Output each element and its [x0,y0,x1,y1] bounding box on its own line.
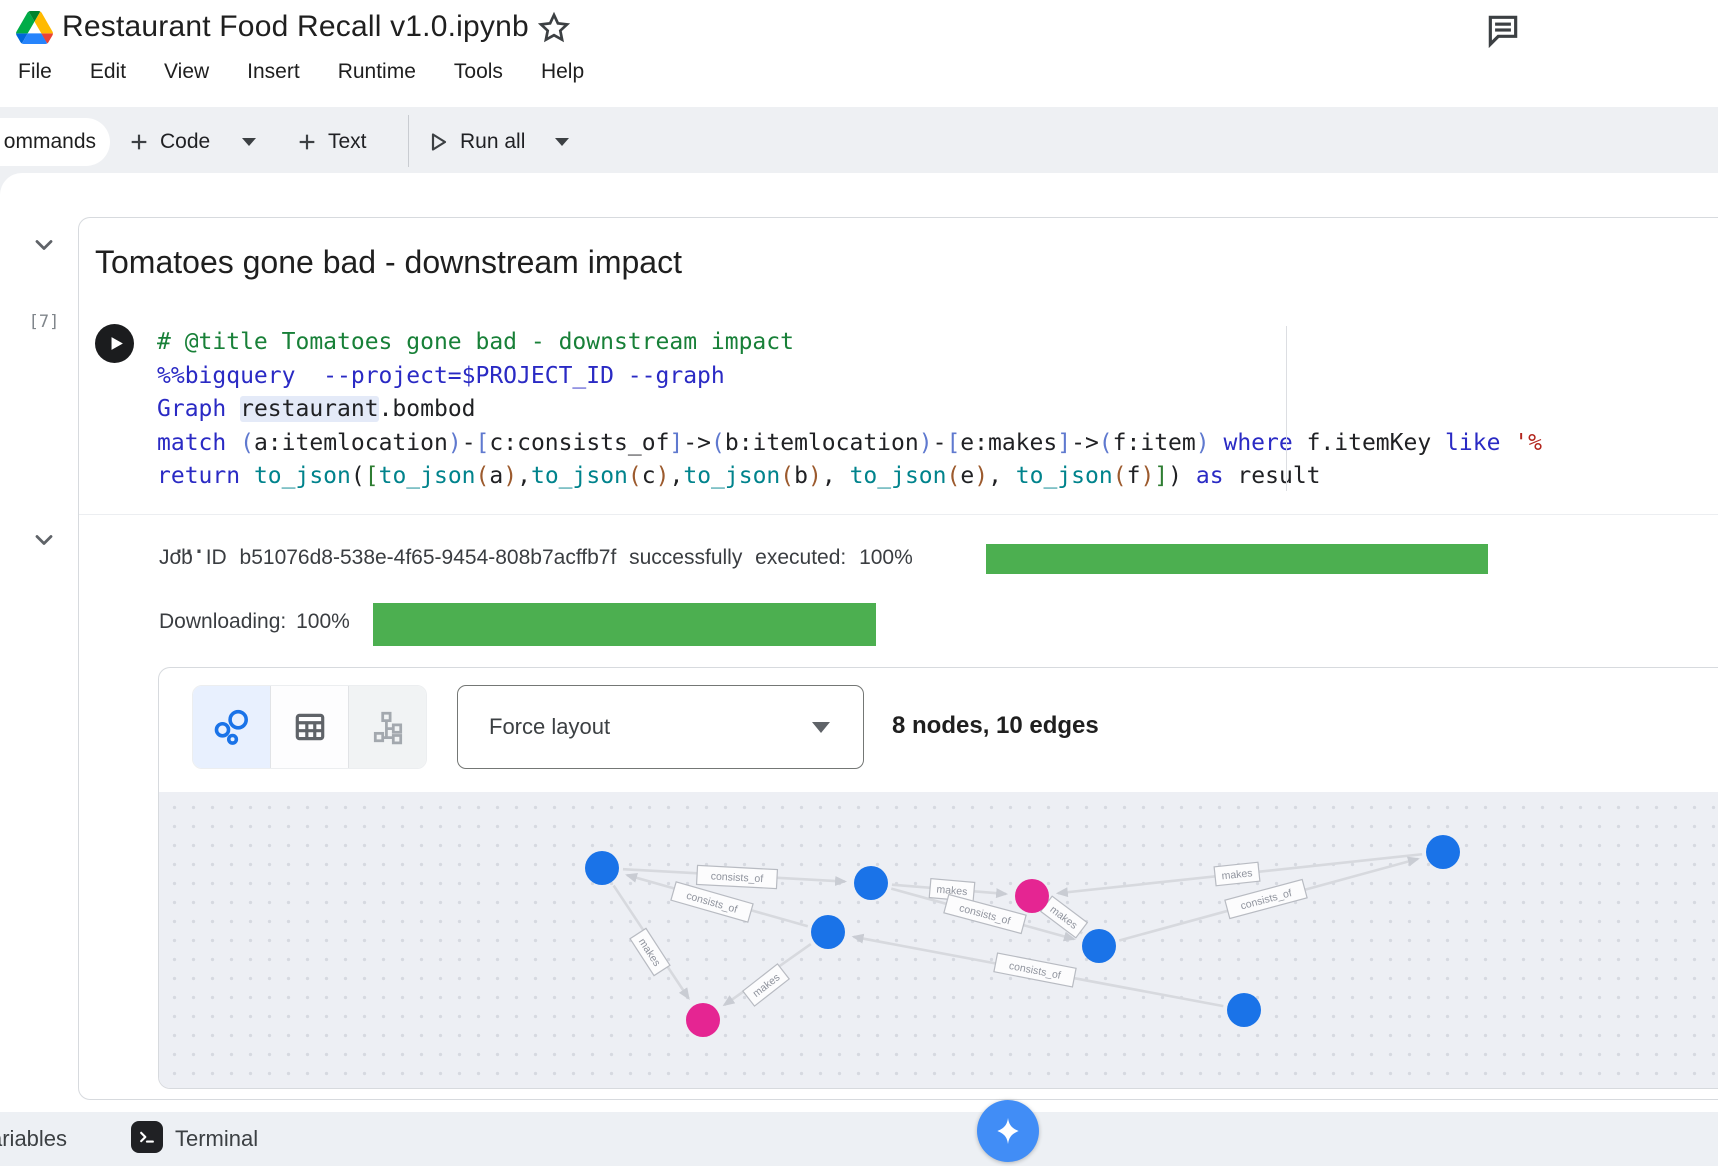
menu-item-tools[interactable]: Tools [453,60,503,83]
graph-node-pink[interactable] [1015,879,1049,913]
graph-node-blue[interactable] [1082,929,1116,963]
table-view-button[interactable] [270,686,348,768]
graph-canvas[interactable]: consists_of consists_of makes consists_of ma… [159,792,1718,1088]
graph-node-blue[interactable] [811,915,845,949]
edge-label: consists_of [670,881,754,923]
sparkle-icon [997,1117,1019,1145]
output-options-icon[interactable]: ⋯ [174,535,205,568]
notebook-cell: Tomatoes gone bad - downstream impact # … [78,217,1718,1100]
play-icon [111,337,123,350]
edge-label: makes [629,927,671,977]
collapse-output-chevron[interactable] [30,526,58,554]
svg-text:consists_of: consists_of [710,870,763,885]
add-text-button[interactable]: Text [296,118,367,166]
menu-bar: File Edit View Insert Runtime Tools Help [18,60,584,84]
execution-count: [7] [28,312,60,332]
add-code-label: Code [160,130,211,153]
edge-label: makes [1213,861,1261,887]
add-code-button[interactable]: Code [128,118,257,166]
comment-icon[interactable] [1484,11,1522,49]
commands-label: ommands [3,130,96,153]
run-cell-button[interactable] [95,324,134,363]
run-all-button[interactable]: Run all [426,118,570,166]
code-line[interactable]: Graph restaurant.bombod [157,396,476,422]
dropdown-caret-icon [812,722,830,733]
edge-label: makes [741,963,791,1007]
menu-item-view[interactable]: View [164,60,210,83]
schema-icon [373,711,402,745]
code-line[interactable]: match (a:itemlocation)-[c:consists_of]->… [157,429,1542,456]
svg-text:makes: makes [1221,867,1253,882]
graph-view-button[interactable] [193,686,270,768]
svg-text:makes: makes [936,883,968,898]
terminal-icon[interactable] [131,1121,163,1153]
play-outline-icon [431,133,447,151]
schema-view-button[interactable] [348,686,426,768]
download-status-text: Downloading: 100% [159,610,350,633]
graph-node-blue[interactable] [1426,835,1460,869]
edge-label: consists_of [993,952,1077,988]
cell-output-divider [79,514,1718,515]
edge-label: consists_of [695,864,779,890]
code-line[interactable]: %%bigquery --project=$PROJECT_ID --graph [157,362,725,389]
menu-item-edit[interactable]: Edit [89,60,127,83]
layout-dropdown-value: Force layout [489,714,611,739]
graph-stats: 8 nodes, 10 edges [892,712,1099,739]
code-editor[interactable]: # @title Tomatoes gone bad - downstream … [157,326,1697,494]
graph-node-blue[interactable] [1227,993,1261,1027]
code-line[interactable]: return to_json([to_json(a),to_json(c),to… [157,463,1321,489]
download-progress-bar [373,603,876,646]
edge-label: makes [928,877,976,903]
drive-logo-icon [16,11,53,44]
variables-panel-button[interactable]: ariables [0,1126,68,1151]
run-all-label: Run all [460,130,526,153]
gemini-spark-button[interactable] [977,1100,1039,1162]
cell-heading[interactable]: Tomatoes gone bad - downstream impact [95,244,682,280]
job-status-text: Job ID b51076d8-538e-4f65-9454-808b7acff… [159,546,913,569]
edge-label: consists_of [1224,878,1308,920]
toolbar-strip [0,107,1718,173]
commands-button[interactable]: ommands [0,118,110,166]
menu-item-runtime[interactable]: Runtime [337,60,416,83]
star-icon[interactable] [536,10,572,46]
view-toggle-group [192,685,427,769]
menu-item-insert[interactable]: Insert [247,60,300,83]
code-line[interactable]: # @title Tomatoes gone bad - downstream … [157,329,794,355]
collapse-section-chevron[interactable] [30,231,58,259]
top-header: Restaurant Food Recall v1.0.ipynb File Ed… [0,0,1718,107]
plus-icon [299,134,315,150]
editor-ruler [1286,326,1287,491]
edge-label: consists_of [943,893,1027,935]
chevron-down-icon[interactable] [555,138,570,146]
chevron-down-icon[interactable] [242,138,257,146]
notebook-title[interactable]: Restaurant Food Recall v1.0.ipynb [62,10,529,43]
graph-node-blue[interactable] [585,851,619,885]
add-text-label: Text [328,130,367,153]
menu-item-help[interactable]: Help [540,60,585,83]
job-progress-bar [986,544,1488,574]
plus-icon [131,134,147,150]
graph-node-blue[interactable] [854,866,888,900]
graph-node-pink[interactable] [686,1003,720,1037]
bubble-chart-icon [214,709,248,745]
graph-output-card: Force layout 8 nodes, 10 edges consists_… [158,667,1718,1089]
status-bar [0,1112,1718,1166]
table-icon [295,713,324,741]
layout-dropdown[interactable]: Force layout [457,685,864,769]
menu-item-file[interactable]: File [18,60,52,83]
toolbar-divider [408,115,409,167]
terminal-button[interactable]: Terminal [175,1126,259,1151]
